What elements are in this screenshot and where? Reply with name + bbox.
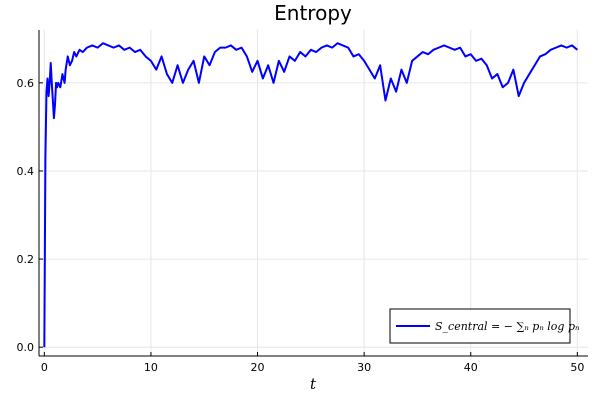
- grid-layer: [39, 30, 588, 356]
- y-tick-label: 0.4: [17, 165, 35, 178]
- x-tick-label: 10: [144, 361, 158, 374]
- legend: S_central = − ∑ₙ pₙ log pₙ: [389, 308, 579, 344]
- axes-layer: [38, 30, 588, 357]
- y-tick-label: 0.2: [17, 253, 35, 266]
- ticks-layer: 0 10 20 30 40 50 0.0 0.2 0.4 0.6: [17, 77, 585, 374]
- legend-entry-label: S_central = − ∑ₙ pₙ log pₙ: [435, 320, 579, 333]
- y-tick-label: 0.0: [17, 341, 35, 354]
- entropy-series-line: [43, 42, 578, 348]
- chart-title: Entropy: [274, 1, 352, 25]
- series-layer: [43, 42, 578, 348]
- x-axis-label: t: [310, 375, 317, 393]
- y-tick-label: 0.6: [17, 77, 35, 90]
- x-tick-label: 30: [357, 361, 371, 374]
- x-tick-label: 20: [251, 361, 265, 374]
- x-tick-label: 40: [464, 361, 478, 374]
- x-tick-label: 0: [41, 361, 48, 374]
- x-tick-label: 50: [570, 361, 584, 374]
